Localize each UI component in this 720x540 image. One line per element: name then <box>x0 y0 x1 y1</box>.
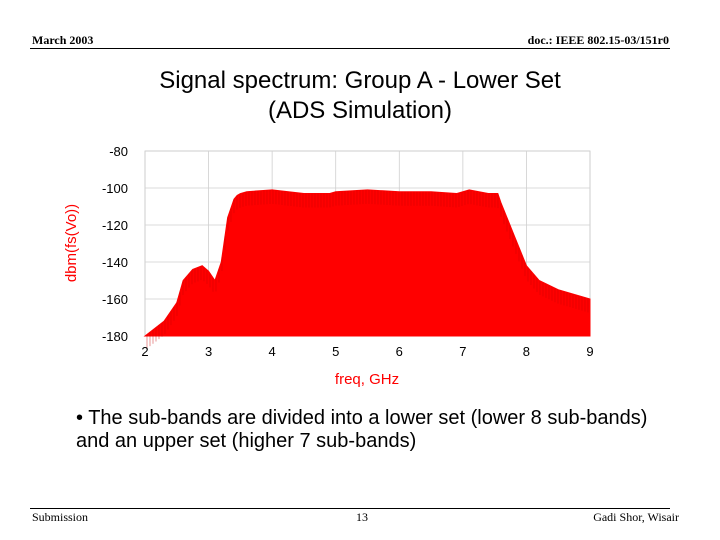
header-date: March 2003 <box>32 33 94 47</box>
slide-title-line-1: Signal spectrum: Group A - Lower Set <box>159 67 561 94</box>
spectrum-texture <box>146 189 589 349</box>
y-tick-label-5: -180 <box>102 329 128 344</box>
x-axis-label: freq, GHz <box>335 371 399 388</box>
y-axis-label: dbm(fs(Vo)) <box>63 204 80 282</box>
x-tick-label-0: 2 <box>141 344 148 359</box>
footer-submission: Submission <box>32 510 89 524</box>
y-tick-label-2: -120 <box>102 218 128 233</box>
x-tick-label-1: 3 <box>205 344 212 359</box>
header-rule <box>30 48 670 49</box>
y-tick-label-0: -80 <box>109 144 128 159</box>
x-tick-label-6: 8 <box>523 344 530 359</box>
y-tick-label-1: -100 <box>102 181 128 196</box>
x-tick-label-2: 4 <box>269 344 276 359</box>
y-tick-label-3: -140 <box>102 255 128 270</box>
footer-page-number: 13 <box>356 510 368 524</box>
x-tick-label-7: 9 <box>586 344 593 359</box>
y-tick-label-4: -160 <box>102 292 128 307</box>
spectrum-area <box>143 189 591 337</box>
header-doc-id: doc.: IEEE 802.15-03/151r0 <box>527 33 669 47</box>
slide-title-line-2: (ADS Simulation) <box>267 97 453 124</box>
x-tick-label-4: 6 <box>396 344 403 359</box>
slide-title: Signal spectrum: Group A - Lower Set (AD… <box>0 66 720 126</box>
footer-author: Gadi Shor, Wisair <box>593 510 679 524</box>
tick-labels: 2 3 4 5 6 7 8 9 -80 -100 -120 -140 -160 -180 <box>102 144 594 359</box>
x-tick-label-3: 5 <box>332 344 339 359</box>
x-tick-label-5: 7 <box>459 344 466 359</box>
bullet-text: • The sub-bands are divided into a lower… <box>76 407 648 452</box>
series-layer <box>143 189 591 349</box>
footer-rule <box>30 508 670 509</box>
